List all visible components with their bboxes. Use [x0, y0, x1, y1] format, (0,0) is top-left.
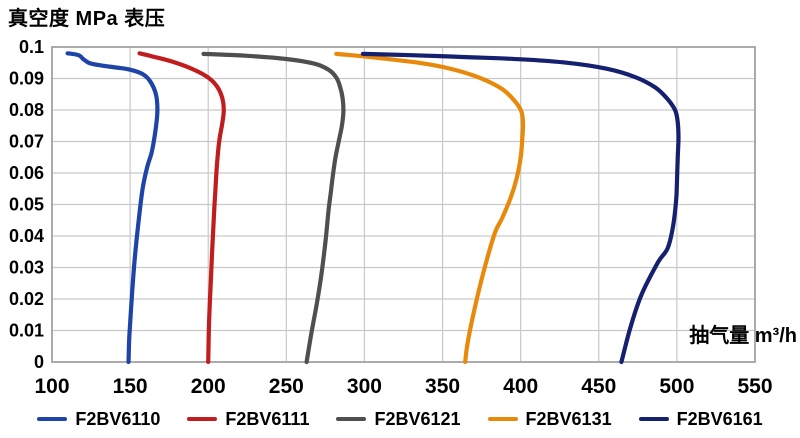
x-tick-label: 100 [34, 375, 69, 398]
legend-item-f2bv6121: F2BV6121 [336, 408, 461, 430]
curve-f2bv6161 [360, 51, 681, 365]
legend-label: F2BV6111 [225, 408, 310, 429]
curve-f2bv6111 [137, 51, 226, 365]
legend-label: F2BV6110 [75, 408, 161, 429]
y-tick-label: 0.03 [9, 258, 44, 278]
curve-f2bv6131 [334, 51, 526, 365]
legend-item-f2bv6131: F2BV6131 [487, 408, 612, 430]
chart-title: 真空度 MPa 表压 [8, 8, 166, 30]
y-tick-label: 0.05 [9, 195, 44, 215]
curve-f2bv6110 [65, 51, 160, 365]
legend-line-swatch [187, 417, 218, 421]
y-tick-label: 0.07 [9, 132, 44, 152]
legend-item-f2bv6110: F2BV6110 [37, 409, 160, 430]
x-tick-label: 150 [113, 375, 148, 398]
legend-line-swatch [37, 417, 68, 421]
y-tick-label: 0.02 [9, 289, 44, 309]
x-tick-label: 500 [659, 375, 694, 398]
x-tick-label: 400 [503, 375, 538, 398]
plot-border [51, 46, 756, 363]
x-axis-unit-label: 抽气量 m³/h [689, 325, 797, 347]
x-tick-label: 250 [269, 375, 304, 398]
legend-label: F2BV6161 [676, 408, 763, 429]
y-tick-label: 0 [34, 352, 44, 372]
legend-label: F2BV6131 [525, 408, 612, 429]
legend-item-f2bv6111: F2BV6111 [187, 409, 309, 430]
legend: F2BV6110 F2BV6111 F2BV6121 F2BV6131 F2BV6161 [0, 402, 800, 436]
x-tick-label: 300 [347, 375, 382, 398]
legend-item-f2bv6161: F2BV6161 [638, 408, 763, 430]
y-tick-label: 0.08 [9, 100, 44, 120]
x-tick-label: 350 [425, 375, 460, 398]
y-tick-label: 0.06 [9, 163, 44, 183]
legend-line-swatch [336, 417, 367, 421]
x-tick-label: 550 [737, 375, 772, 398]
y-tick-label: 0.01 [9, 321, 44, 341]
legend-line-swatch [638, 417, 669, 421]
x-tick-label: 200 [191, 375, 226, 398]
y-tick-label: 0.1 [19, 37, 44, 57]
y-tick-label: 0.09 [9, 69, 44, 89]
y-tick-label: 0.04 [9, 226, 44, 246]
x-tick-label: 450 [581, 375, 616, 398]
legend-label: F2BV6121 [374, 408, 461, 429]
curve-f2bv6121 [201, 51, 346, 365]
legend-line-swatch [487, 417, 518, 421]
